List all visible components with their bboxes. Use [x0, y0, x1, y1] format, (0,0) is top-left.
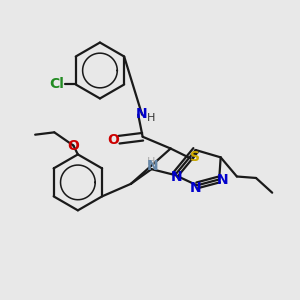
Text: N: N	[190, 181, 202, 195]
Text: N: N	[171, 170, 182, 184]
Text: O: O	[68, 139, 80, 153]
Text: S: S	[190, 150, 200, 164]
Text: N: N	[136, 107, 148, 121]
Text: N: N	[216, 173, 228, 187]
Text: H: H	[147, 157, 156, 167]
Text: N: N	[147, 159, 159, 173]
Text: O: O	[107, 133, 119, 147]
Text: Cl: Cl	[50, 77, 64, 92]
Text: H: H	[146, 112, 155, 123]
